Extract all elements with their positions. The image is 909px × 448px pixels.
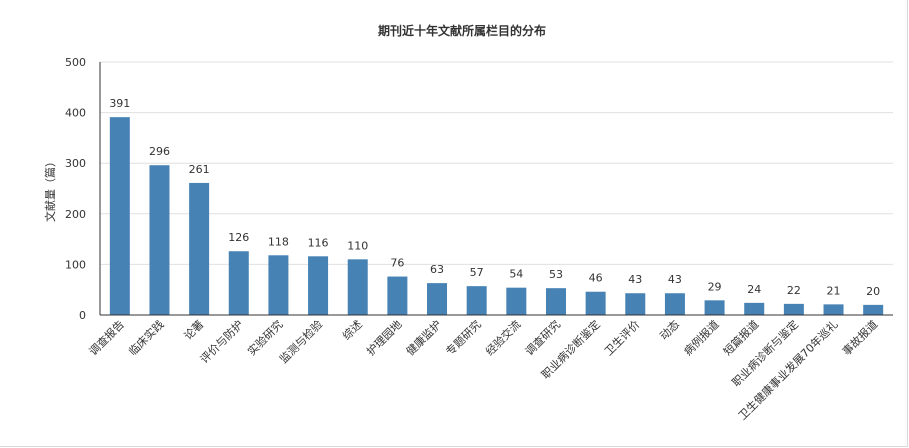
x-tick-label: 动态: [657, 318, 682, 343]
data-label: 126: [228, 231, 249, 244]
y-axis-label: 文献量（篇）: [43, 156, 57, 222]
y-tick-label: 0: [79, 309, 86, 322]
x-tick-label: 实验研究: [245, 317, 286, 358]
x-tick-label: 卫生评价: [601, 317, 642, 358]
y-tick-label: 500: [65, 56, 86, 69]
data-label: 57: [470, 266, 484, 279]
x-tick-label: 健康监护: [403, 317, 444, 358]
bar: [149, 165, 170, 315]
x-tick-label: 职业病诊断与鉴定: [729, 317, 801, 389]
data-label: 46: [589, 272, 603, 285]
x-tick-label: 论著: [181, 317, 206, 342]
data-label: 22: [787, 284, 801, 297]
x-tick-label: 评价与防护: [197, 317, 246, 366]
x-tick-label: 病例报道: [681, 317, 722, 358]
bar: [228, 251, 249, 315]
data-label: 261: [189, 163, 210, 176]
y-tick-label: 100: [65, 258, 86, 271]
bar: [625, 293, 646, 315]
data-labels: 391 296 261 126 118 116 110 76 63 57 54 53 46 43 43 29 2…: [109, 97, 880, 298]
bars: [109, 117, 884, 316]
data-label: 76: [390, 257, 404, 270]
bar: [109, 117, 130, 316]
bar: [506, 287, 527, 315]
bar: [308, 256, 329, 315]
grid-lines: [100, 61, 893, 265]
bar: [664, 293, 685, 315]
y-tick-label: 400: [65, 107, 86, 120]
x-tick-label: 调查研究: [522, 317, 563, 358]
bar: [387, 276, 408, 315]
x-tick-label: 临床实践: [126, 317, 167, 358]
data-label: 43: [628, 273, 642, 286]
data-label: 116: [308, 236, 329, 249]
x-tick-label: 护理园地: [363, 317, 404, 358]
bar: [268, 255, 289, 315]
data-label: 54: [509, 268, 523, 281]
axes: 0 100 200 300 400 500: [65, 56, 893, 322]
x-tick-label: 监测与检验: [276, 317, 325, 366]
data-label: 53: [549, 268, 563, 281]
data-label: 20: [866, 285, 880, 298]
bar: [783, 303, 804, 315]
bar: [545, 288, 566, 315]
bar: [347, 259, 368, 315]
data-label: 43: [668, 273, 682, 286]
x-tick-label: 事故报道: [839, 317, 880, 358]
data-label: 110: [347, 239, 368, 252]
y-tick-label: 300: [65, 157, 86, 170]
bar: [427, 283, 448, 315]
data-label: 391: [109, 97, 130, 110]
bar: [189, 182, 210, 315]
x-tick-label: 专题研究: [443, 317, 484, 358]
y-tick-label: 200: [65, 208, 86, 221]
data-label: 21: [827, 284, 841, 297]
data-label: 24: [747, 283, 761, 296]
data-label: 63: [430, 263, 444, 276]
bar: [863, 304, 884, 315]
x-tick-label: 短篇报道: [720, 317, 761, 358]
data-label: 29: [708, 280, 722, 293]
bar: [466, 286, 487, 315]
bar: [704, 300, 725, 315]
x-tick-label: 综述: [339, 317, 364, 342]
data-label: 118: [268, 235, 289, 248]
bar: [585, 291, 606, 315]
bar: [744, 302, 765, 315]
x-tick-label: 经验交流: [482, 317, 523, 358]
x-tick-label: 调查报告: [86, 317, 127, 358]
data-label: 296: [149, 145, 170, 158]
bar: [823, 304, 844, 315]
chart-title: 期刊近十年文献所属栏目的分布: [378, 23, 546, 38]
